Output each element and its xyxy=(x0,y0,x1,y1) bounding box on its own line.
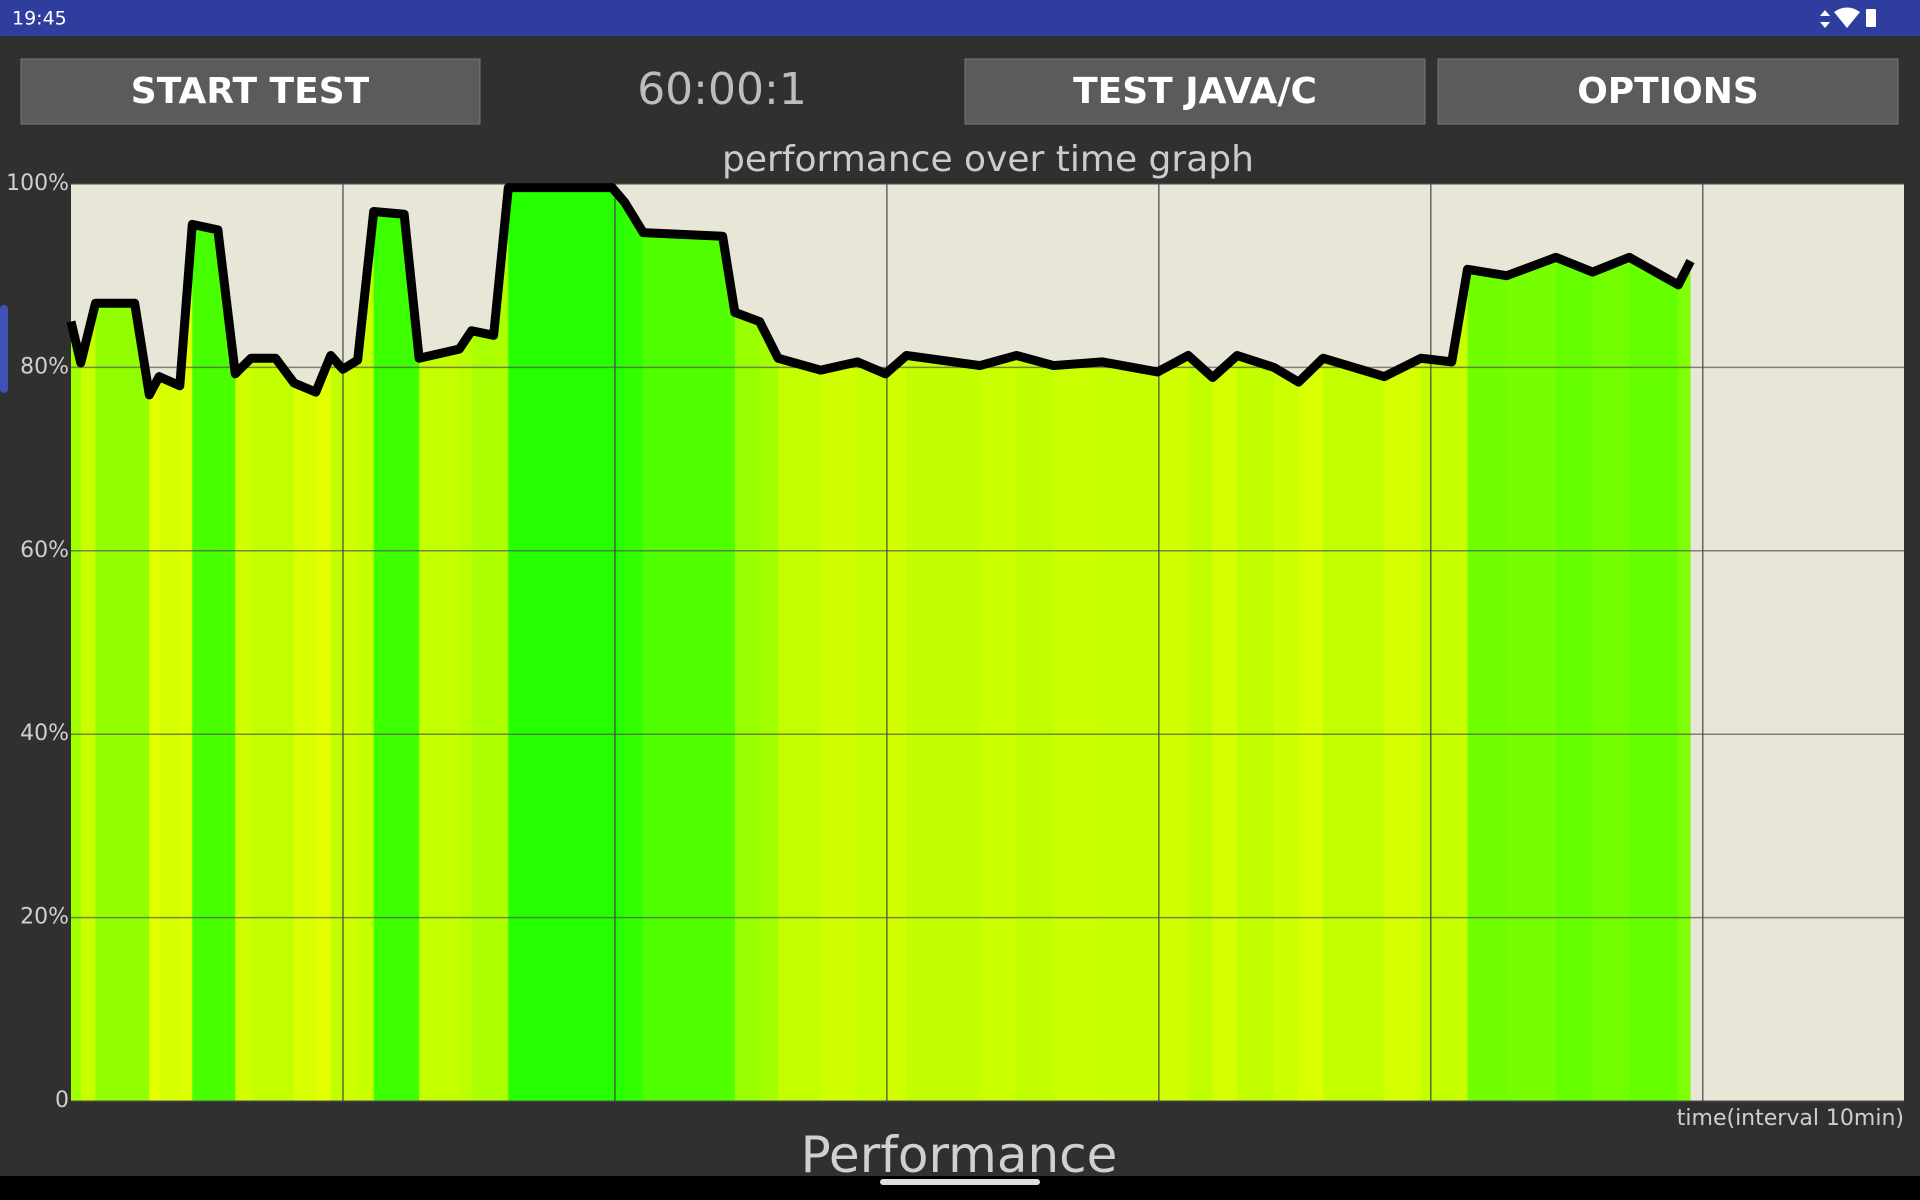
area-band xyxy=(373,187,405,1101)
timer: 60:00:1 xyxy=(637,64,807,115)
area-band xyxy=(459,187,473,1101)
chart-title: performance over time graph xyxy=(722,139,1254,180)
area-band xyxy=(95,187,136,1101)
area-band xyxy=(624,187,644,1101)
area-band xyxy=(159,187,181,1101)
plot: 0 20% 40% 60% 80% 100% xyxy=(6,171,1904,1113)
area-band xyxy=(275,187,295,1101)
area-band xyxy=(1629,187,1679,1101)
area-band xyxy=(80,187,96,1101)
area-band xyxy=(357,187,375,1101)
section-heading: Performance xyxy=(801,1126,1118,1184)
home-handle[interactable] xyxy=(880,1179,1040,1185)
area-band xyxy=(404,187,420,1101)
area-band xyxy=(134,187,150,1101)
area-band xyxy=(493,187,509,1101)
status-time: 19:45 xyxy=(12,8,67,30)
area-band xyxy=(759,187,779,1101)
area-band xyxy=(722,187,736,1101)
area-band xyxy=(149,187,160,1101)
area-fill xyxy=(71,187,1691,1101)
area-band xyxy=(192,187,219,1101)
y-tick-label: 0 xyxy=(55,1088,69,1113)
area-band xyxy=(1506,187,1557,1101)
java-button-label[interactable]: TEST JAVA/C xyxy=(1073,71,1317,112)
x-axis-label: time(interval 10min) xyxy=(1677,1106,1904,1131)
area-band xyxy=(1451,187,1469,1101)
area-band xyxy=(1467,187,1508,1101)
java-button[interactable] xyxy=(964,58,1426,125)
start-button[interactable] xyxy=(20,58,481,125)
area-band xyxy=(294,187,317,1101)
y-tick-label: 100% xyxy=(6,171,69,196)
y-tick-label: 80% xyxy=(20,354,69,379)
area-band xyxy=(508,187,613,1101)
area-band xyxy=(1678,187,1691,1101)
options-button[interactable] xyxy=(1437,58,1899,125)
area-band xyxy=(885,187,907,1101)
area-band xyxy=(235,187,252,1101)
start-button-label[interactable]: START TEST xyxy=(131,71,370,112)
options-button-label[interactable]: OPTIONS xyxy=(1577,71,1759,112)
y-tick-label: 20% xyxy=(20,905,69,930)
status-bar xyxy=(0,0,1920,36)
area-band xyxy=(315,187,332,1101)
area-band xyxy=(71,187,82,1101)
area-band xyxy=(179,187,193,1101)
area-band xyxy=(1555,187,1594,1101)
y-tick-label: 60% xyxy=(20,538,69,563)
area-band xyxy=(330,187,344,1101)
area-band xyxy=(612,187,626,1101)
area-band xyxy=(471,187,495,1101)
area-band xyxy=(643,187,724,1101)
line xyxy=(66,183,1695,400)
status-icons xyxy=(1820,7,1876,28)
y-tick-label: 40% xyxy=(20,721,69,746)
area-band xyxy=(217,187,236,1101)
area-band xyxy=(342,187,359,1101)
area-band xyxy=(1592,187,1630,1101)
edge-tab xyxy=(0,305,8,393)
area-band xyxy=(734,187,761,1101)
